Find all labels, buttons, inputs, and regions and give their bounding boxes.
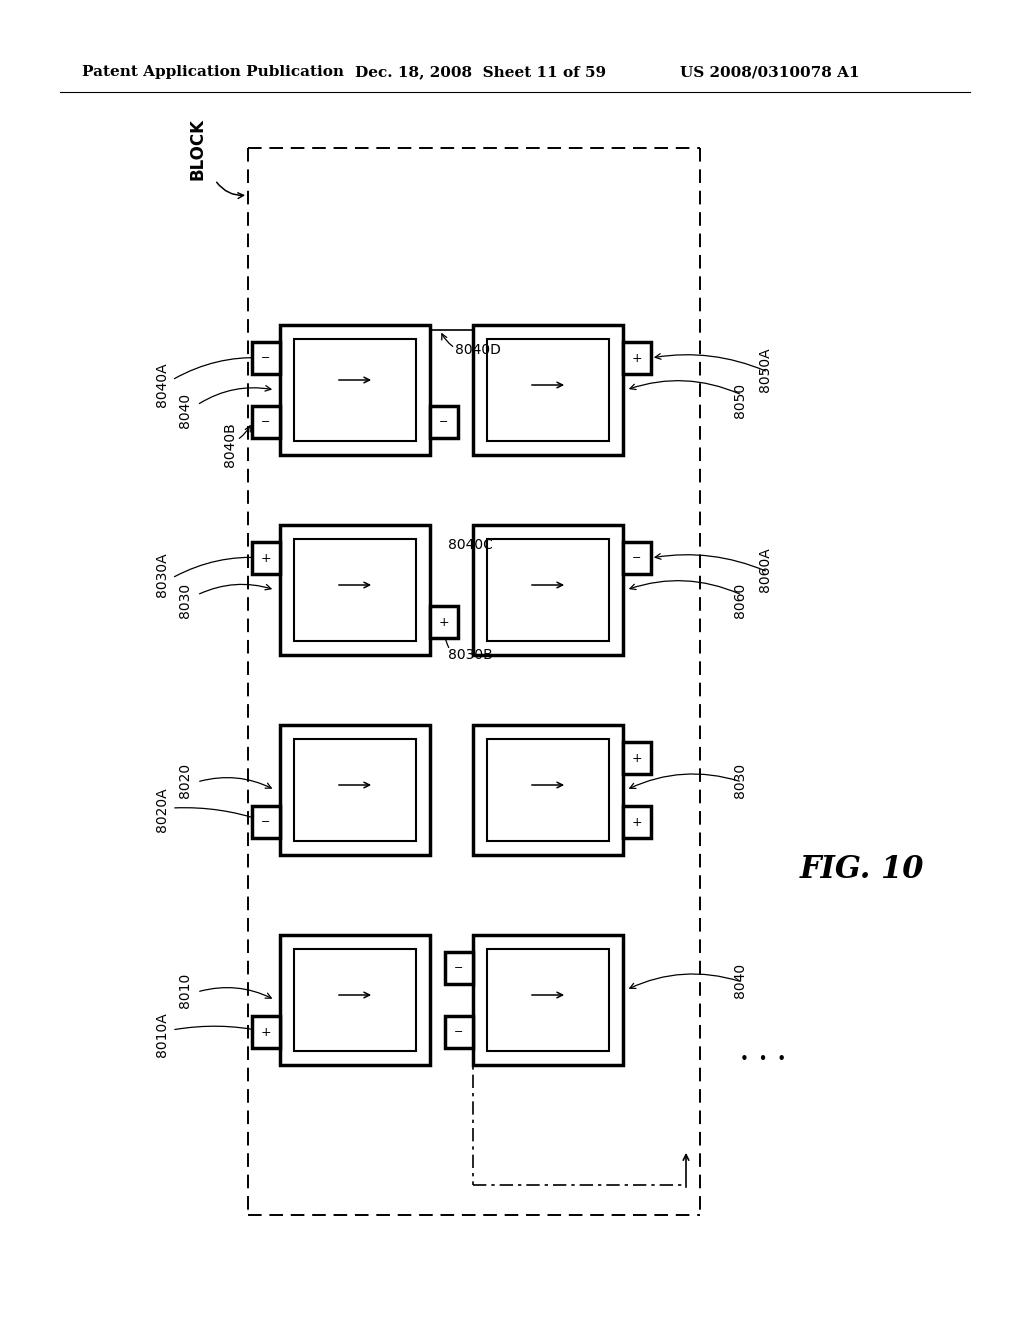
Bar xyxy=(294,949,416,1051)
Bar xyxy=(280,325,430,455)
Text: −: − xyxy=(261,817,270,828)
Bar xyxy=(487,739,609,841)
Text: 8060: 8060 xyxy=(733,582,746,618)
Bar xyxy=(252,342,280,374)
Bar xyxy=(430,606,458,638)
Bar xyxy=(280,725,430,855)
Text: 8030: 8030 xyxy=(178,582,193,618)
Text: +: + xyxy=(261,1026,271,1039)
Bar xyxy=(252,543,280,574)
Bar xyxy=(623,742,651,774)
Text: 8060A: 8060A xyxy=(758,548,772,593)
Bar xyxy=(252,407,280,438)
Bar xyxy=(252,1016,280,1048)
Text: 8040C: 8040C xyxy=(449,539,493,552)
Text: Dec. 18, 2008  Sheet 11 of 59: Dec. 18, 2008 Sheet 11 of 59 xyxy=(355,65,606,79)
Bar xyxy=(623,807,651,838)
Bar xyxy=(487,339,609,441)
Bar xyxy=(280,525,430,655)
Text: −: − xyxy=(261,352,270,363)
Text: −: − xyxy=(455,1027,464,1038)
Bar xyxy=(473,525,623,655)
Text: +: + xyxy=(632,816,642,829)
Bar xyxy=(473,325,623,455)
Bar xyxy=(294,739,416,841)
Text: 8040B: 8040B xyxy=(223,422,237,467)
Text: 8050A: 8050A xyxy=(758,347,772,392)
Text: 8040A: 8040A xyxy=(155,363,169,408)
Bar xyxy=(623,342,651,374)
Bar xyxy=(280,935,430,1065)
Text: 8040: 8040 xyxy=(733,962,746,998)
Bar xyxy=(473,935,623,1065)
Bar xyxy=(623,543,651,574)
Text: +: + xyxy=(261,552,271,565)
Bar xyxy=(294,539,416,642)
Text: 8040D: 8040D xyxy=(455,343,501,356)
Text: 8010: 8010 xyxy=(178,973,193,1007)
Bar xyxy=(445,1016,473,1048)
Text: 8020: 8020 xyxy=(178,763,193,797)
Bar xyxy=(473,725,623,855)
Text: •  •  •: • • • xyxy=(740,1052,786,1068)
Bar xyxy=(430,407,458,438)
Text: +: + xyxy=(632,351,642,364)
Text: 8020A: 8020A xyxy=(155,788,169,833)
Bar xyxy=(487,539,609,642)
Text: −: − xyxy=(632,553,642,564)
Text: 8030B: 8030B xyxy=(449,648,493,663)
Bar xyxy=(487,949,609,1051)
Text: 8030A: 8030A xyxy=(155,553,169,598)
Text: BLOCK: BLOCK xyxy=(189,117,207,180)
Text: 8030: 8030 xyxy=(733,763,746,797)
Text: 8040: 8040 xyxy=(178,392,193,428)
Text: 8050: 8050 xyxy=(733,383,746,417)
Text: −: − xyxy=(455,964,464,973)
Text: US 2008/0310078 A1: US 2008/0310078 A1 xyxy=(680,65,859,79)
Text: Patent Application Publication: Patent Application Publication xyxy=(82,65,344,79)
Text: +: + xyxy=(438,615,450,628)
Text: FIG. 10: FIG. 10 xyxy=(800,854,925,886)
Text: −: − xyxy=(261,417,270,426)
Text: +: + xyxy=(632,751,642,764)
Bar xyxy=(252,807,280,838)
Bar xyxy=(294,339,416,441)
Text: 8010A: 8010A xyxy=(155,1012,169,1057)
Bar xyxy=(445,952,473,983)
Text: −: − xyxy=(439,417,449,426)
